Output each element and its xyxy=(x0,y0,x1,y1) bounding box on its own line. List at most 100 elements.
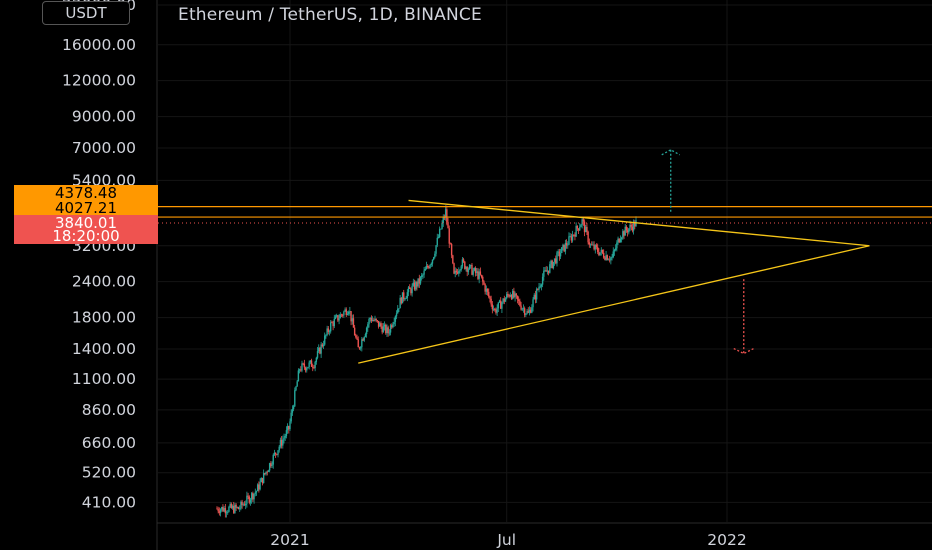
candle-body xyxy=(618,238,620,243)
candle-body xyxy=(517,299,520,301)
candle-body xyxy=(458,270,460,274)
candle-body xyxy=(277,450,279,455)
candle-body xyxy=(382,326,385,333)
candle-body xyxy=(368,319,370,325)
candle-body xyxy=(551,260,553,268)
candle-body xyxy=(397,308,399,314)
candle-body xyxy=(550,260,552,265)
candle-body xyxy=(343,311,345,316)
candle-body xyxy=(533,294,535,300)
candle-body xyxy=(224,508,227,514)
candle-body xyxy=(352,318,355,328)
candle-body xyxy=(404,298,406,300)
candle-body xyxy=(587,231,589,243)
candle-body xyxy=(272,454,274,465)
candle-body xyxy=(632,221,635,231)
candle-body xyxy=(520,305,522,310)
candle-body xyxy=(363,336,365,341)
candle-body xyxy=(607,259,610,261)
candle-body xyxy=(510,295,513,299)
candle-body xyxy=(496,308,498,313)
candle-body xyxy=(543,270,545,277)
candle-body xyxy=(581,219,583,225)
candle-body xyxy=(430,263,432,265)
candle-body xyxy=(614,248,617,250)
candle-body xyxy=(562,244,564,248)
candle-body xyxy=(286,426,289,431)
candle-body xyxy=(326,328,328,335)
y-tick-label: 1800.00 xyxy=(72,309,136,327)
y-tick-label: 660.00 xyxy=(82,434,136,452)
candle-body xyxy=(388,332,391,334)
candle-body xyxy=(591,244,593,246)
candle-body xyxy=(376,320,379,322)
candle-body xyxy=(265,471,267,475)
candle-body xyxy=(568,236,570,245)
candle-body xyxy=(231,505,234,509)
candle-body xyxy=(538,286,540,290)
candle-body xyxy=(447,222,449,229)
candle-body xyxy=(392,324,394,328)
candle-body xyxy=(319,347,321,354)
candle-body xyxy=(504,298,507,302)
candle-body xyxy=(321,344,324,347)
candle-body xyxy=(467,269,470,272)
candle-body xyxy=(502,298,504,303)
candle-body xyxy=(377,320,380,327)
candle-body xyxy=(259,481,261,490)
candle-body xyxy=(246,495,248,504)
candle-body xyxy=(602,252,605,258)
currency-label[interactable]: USDT xyxy=(42,1,130,25)
candle-body xyxy=(356,337,358,340)
candle-body xyxy=(324,335,326,345)
candle-body xyxy=(573,234,575,236)
candle-body xyxy=(355,335,357,338)
candle-body xyxy=(477,271,479,279)
candle-body xyxy=(314,361,316,368)
candle-body xyxy=(381,326,383,333)
candle-body xyxy=(385,324,387,334)
candle-body xyxy=(474,268,477,273)
candle-body xyxy=(330,322,332,332)
candle-body xyxy=(438,228,441,238)
candle-body xyxy=(574,234,576,237)
upper-level-price-tag: 4378.48 xyxy=(14,185,158,201)
last-price-tag: 3840.01 xyxy=(14,215,158,231)
candle-body xyxy=(569,236,571,238)
candle-body xyxy=(266,471,268,473)
candle-body xyxy=(448,228,450,244)
candle-body xyxy=(347,311,350,314)
y-tick-label: 9000.00 xyxy=(72,108,136,126)
candle-body xyxy=(407,287,410,293)
candle-body xyxy=(462,259,465,262)
candle-body xyxy=(552,261,555,268)
candle-body xyxy=(273,452,276,455)
candle-body xyxy=(256,484,259,492)
candle-body xyxy=(606,255,608,260)
candle-body xyxy=(375,318,377,321)
candle-body xyxy=(364,334,367,337)
candle-body xyxy=(422,274,424,276)
candle-body xyxy=(334,316,337,319)
candle-body xyxy=(308,362,310,367)
candle-body xyxy=(274,452,277,455)
candle-body xyxy=(468,264,471,270)
candle-body xyxy=(535,289,538,300)
candle-body xyxy=(289,421,291,430)
candle-body xyxy=(235,504,237,508)
candle-body xyxy=(237,507,240,510)
candle-body xyxy=(374,318,376,321)
candle-body xyxy=(519,300,521,306)
candle-body xyxy=(399,297,401,309)
candle-body xyxy=(341,314,344,316)
candle-body xyxy=(262,473,265,484)
candle-body xyxy=(283,437,285,440)
candle-body xyxy=(553,258,556,262)
candle-body xyxy=(320,344,322,354)
candle-body xyxy=(295,386,297,391)
candle-body xyxy=(580,224,582,228)
ascending-trendline xyxy=(358,245,870,364)
y-tick-label: 7000.00 xyxy=(72,139,136,157)
candle-body xyxy=(316,351,319,358)
